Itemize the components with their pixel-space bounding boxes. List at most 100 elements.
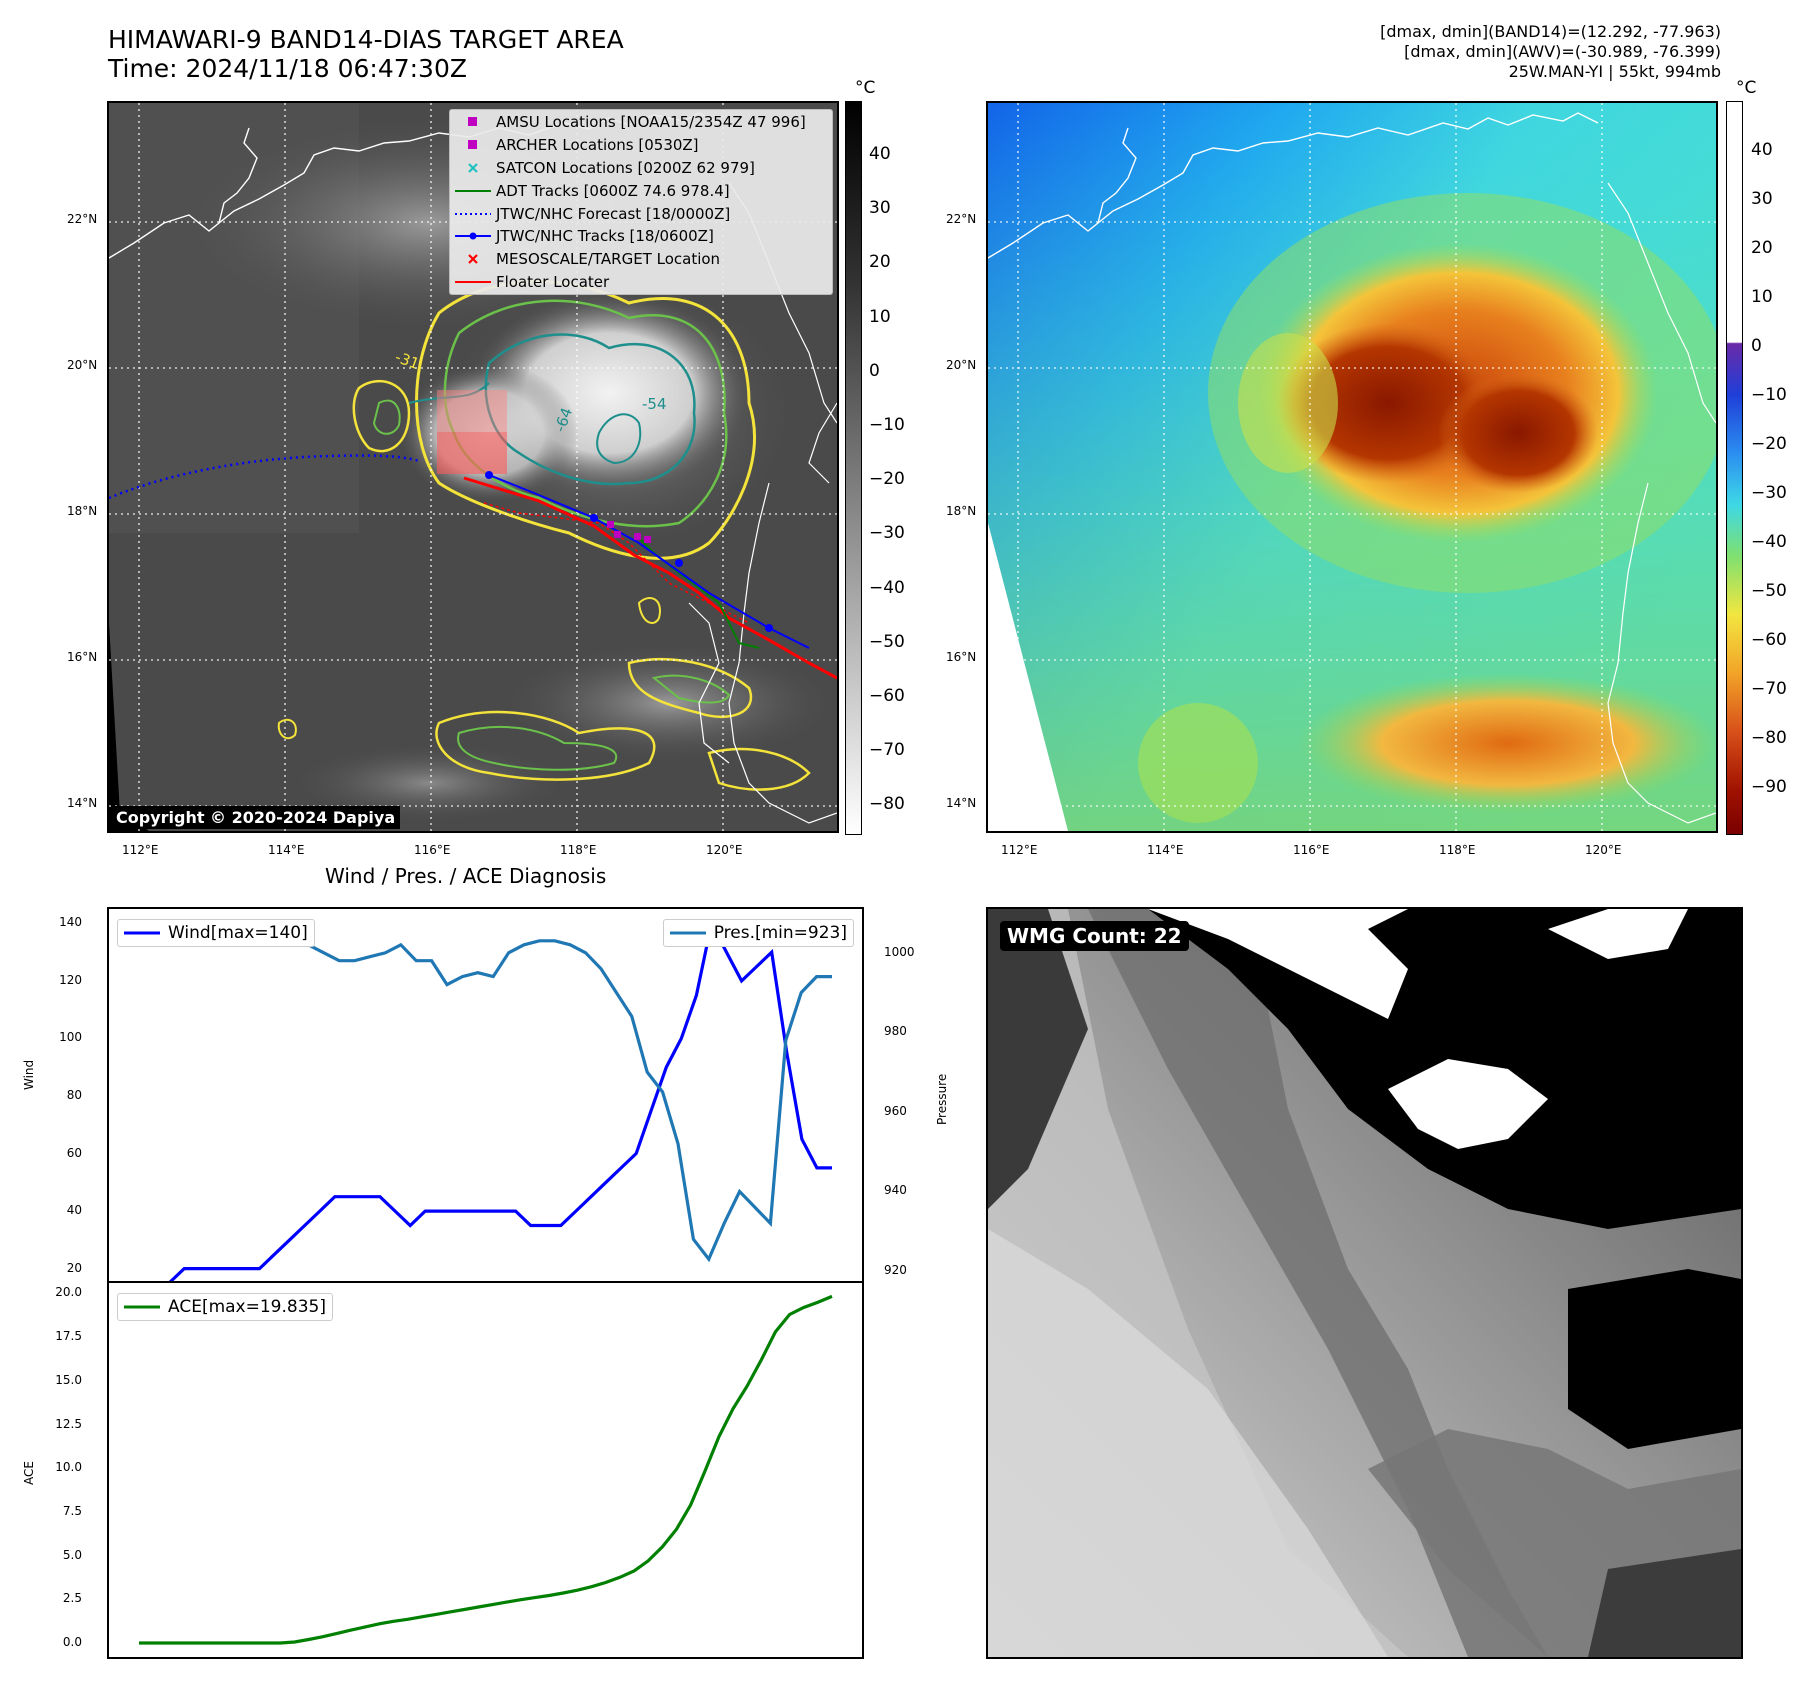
colorbar-tick-label: −60 xyxy=(869,686,905,706)
amsu-markers xyxy=(607,521,651,543)
ace-panel: ACE[max=19.835] xyxy=(107,1281,864,1659)
lat-label: 16°N xyxy=(946,650,977,664)
colorbar-tick-label: 30 xyxy=(869,198,891,219)
colorbar-tick-label: −70 xyxy=(1751,679,1787,699)
lon-label: 112°E xyxy=(1001,843,1038,857)
lon-label: 116°E xyxy=(1293,843,1330,857)
band14-range: [dmax, dmin](BAND14)=(12.292, -77.963) xyxy=(1380,22,1721,41)
wind-pressure-plot xyxy=(139,918,832,1283)
colorbar-tick-label: −90 xyxy=(1751,777,1787,797)
wmg-dark-strip xyxy=(988,909,1088,1209)
colorbar-tick-label: −70 xyxy=(869,740,905,761)
legend-satcon: SATCON Locations [0200Z 62 979] xyxy=(450,157,832,180)
lon-label: 120°E xyxy=(1585,843,1622,857)
axis-tick-label: 2.5 xyxy=(62,1591,82,1606)
colorbar-tick-label: −20 xyxy=(1751,434,1787,454)
axis-tick-label: 960 xyxy=(884,1103,907,1118)
colorbar-tick-label: −30 xyxy=(1751,483,1787,503)
axis-tick-label: 7.5 xyxy=(62,1503,82,1518)
wind-legend: Wind[max=140] xyxy=(117,919,315,947)
square-icon xyxy=(450,112,496,132)
axis-tick-label: 15.0 xyxy=(55,1372,82,1387)
storm-info: 25W.MAN-YI | 55kt, 994mb xyxy=(1508,62,1721,81)
ace-axis-label: ACE xyxy=(22,1461,36,1485)
colorbar-tick-label: 10 xyxy=(869,306,891,327)
ir-colorbar xyxy=(845,101,862,835)
legend-amsu: AMSU Locations [NOAA15/2354Z 47 996] xyxy=(450,111,832,134)
axis-tick-label: 1000 xyxy=(884,944,915,959)
lat-label: 14°N xyxy=(946,796,977,810)
x-marker-icon xyxy=(450,158,496,178)
lat-label: 22°N xyxy=(946,212,977,226)
wmg-panel: WMG Count: 22 xyxy=(986,907,1743,1659)
axis-tick-label: 60 xyxy=(66,1145,82,1160)
awv-range: [dmax, dmin](AWV)=(-30.989, -76.399) xyxy=(1404,42,1721,61)
colorbar-tick-label: −10 xyxy=(1751,385,1787,405)
axis-tick-label: 0.0 xyxy=(62,1635,82,1650)
colorbar-tick-label: −80 xyxy=(1751,728,1787,748)
legend-floater: Floater Locater xyxy=(450,271,832,294)
colorbar-unit: °C xyxy=(1736,78,1757,98)
coastline-south-china xyxy=(988,112,1599,259)
coastline-philippines xyxy=(728,482,837,824)
awv-map-panel xyxy=(986,101,1718,833)
axis-tick-label: 920 xyxy=(884,1263,907,1278)
lat-label: 22°N xyxy=(67,212,98,226)
ace-series-line xyxy=(139,1294,833,1645)
axis-tick-label: 20 xyxy=(66,1260,82,1275)
wmg-count-label: WMG Count: 22 xyxy=(1000,921,1189,951)
axis-tick-label: 5.0 xyxy=(62,1547,82,1562)
no-data-wedge xyxy=(988,103,1068,831)
axis-tick-label: 10.0 xyxy=(55,1460,82,1475)
lon-label: 120°E xyxy=(706,843,743,857)
colorbar-tick-label: −60 xyxy=(1751,630,1787,650)
x-marker-icon xyxy=(450,249,496,269)
lat-label: 18°N xyxy=(67,504,98,518)
line-icon xyxy=(124,931,160,935)
colorbar-tick-label: −40 xyxy=(869,577,905,598)
lon-label: 114°E xyxy=(268,843,305,857)
colorbar-unit: °C xyxy=(855,78,876,98)
axis-tick-label: 40 xyxy=(66,1203,82,1218)
lat-label: 16°N xyxy=(67,650,98,664)
coastline-philippines xyxy=(1607,482,1716,824)
wmg-white-region-2 xyxy=(1388,1059,1548,1149)
colorbar-tick-label: 0 xyxy=(869,360,880,381)
colorbar-tick-label: 10 xyxy=(1751,287,1773,307)
colorbar-tick-label: 30 xyxy=(1751,189,1773,209)
pressure-axis-label: Pressure xyxy=(935,1073,949,1125)
wmg-image xyxy=(988,909,1741,1657)
wmg-white-region-1 xyxy=(1148,909,1408,1019)
wind-pressure-panel: Wind[max=140] Pres.[min=923] xyxy=(107,907,864,1285)
axis-tick-label: 120 xyxy=(59,972,82,987)
lon-label: 112°E xyxy=(122,843,159,857)
axis-tick-label: 140 xyxy=(59,915,82,930)
adt-track xyxy=(633,532,760,649)
colorbar-tick-label: 40 xyxy=(869,144,891,164)
contour-teal xyxy=(484,333,696,486)
pressure-legend: Pres.[min=923] xyxy=(662,919,854,947)
lat-label: 18°N xyxy=(946,504,977,518)
target-area-box xyxy=(437,432,507,474)
diagnosis-title: Wind / Pres. / ACE Diagnosis xyxy=(325,864,607,888)
legend-mesoscale: MESOSCALE/TARGET Location xyxy=(450,248,832,271)
axis-tick-label: 20.0 xyxy=(55,1285,82,1300)
lon-label: 116°E xyxy=(414,843,451,857)
storm-core-dark-2 xyxy=(1438,373,1598,493)
chart-title: HIMAWARI-9 BAND14-DIAS TARGET AREA xyxy=(108,25,624,54)
ace-plot xyxy=(139,1294,833,1645)
legend-archer: ARCHER Locations [0530Z] xyxy=(450,134,832,157)
wind-series-line xyxy=(139,918,832,1283)
ace-legend: ACE[max=19.835] xyxy=(117,1293,333,1321)
colorbar-tick-label: 20 xyxy=(869,252,891,273)
legend-adt: ADT Tracks [0600Z 74.6 978.4] xyxy=(450,179,832,202)
legend-jtwc-tracks: JTWC/NHC Tracks [18/0600Z] xyxy=(450,225,832,248)
colorbar-tick-label: −50 xyxy=(869,631,905,652)
colorbar-tick-label: −10 xyxy=(869,415,905,435)
line-icon xyxy=(124,1305,160,1309)
colorbar-tick-label: −80 xyxy=(869,794,905,815)
axis-tick-label: 940 xyxy=(884,1183,907,1198)
square-icon xyxy=(450,135,496,155)
contour-label-3: -54 xyxy=(642,395,667,413)
coastline-taiwan-luzon xyxy=(1607,182,1716,424)
